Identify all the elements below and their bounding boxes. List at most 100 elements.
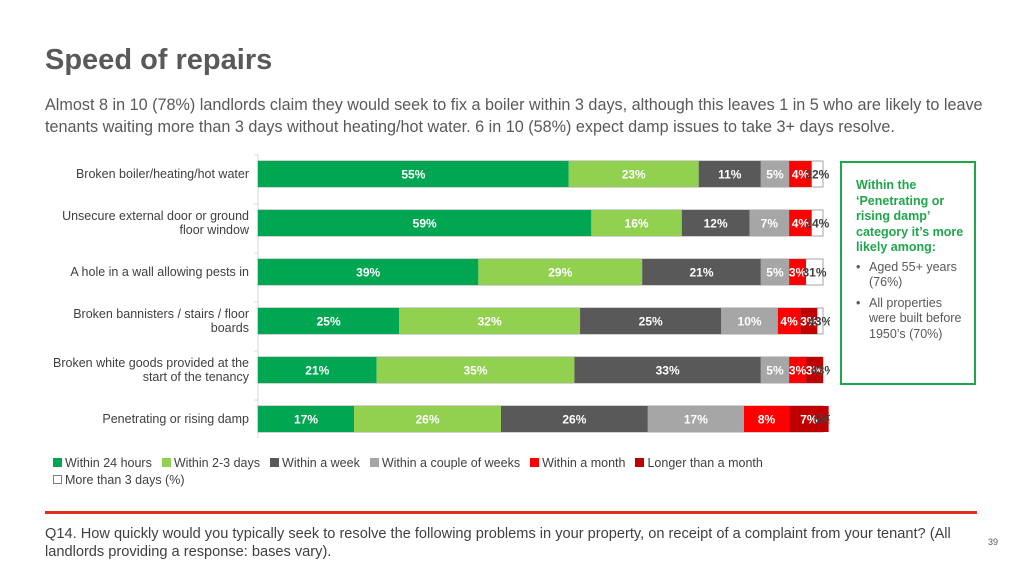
page-number: 39: [988, 537, 999, 547]
data-label: 59%: [413, 217, 437, 231]
bar-segment: [721, 308, 778, 334]
bar-segment: [258, 308, 400, 334]
data-label: 23%: [622, 168, 646, 182]
data-label: 35%: [464, 364, 488, 378]
summary-data-label: 43%: [811, 364, 830, 378]
bar-segment: [789, 259, 807, 285]
bar-segment: [749, 210, 790, 236]
bullet-icon: •: [856, 295, 861, 310]
summary-data-label: 31%: [803, 266, 827, 280]
bar-segment: [647, 406, 744, 432]
legend-swatch: [530, 458, 540, 467]
bar-segment: [354, 406, 501, 432]
bar-segment: [760, 161, 790, 187]
bar-segment: [760, 357, 790, 383]
data-label: 25%: [639, 315, 663, 329]
data-label: 4%: [792, 217, 810, 231]
legend-item: Within a week: [270, 455, 360, 472]
legend-label: More than 3 days (%): [65, 473, 185, 487]
stacked-bar-chart: Broken boiler/heating/hot water 55% 23% 11%…: [53, 154, 830, 438]
bar-segment: [789, 406, 829, 432]
bar-segment: [258, 406, 355, 432]
bar-segment: [258, 161, 569, 187]
legend-item: Within 2-3 days: [161, 455, 261, 472]
data-label: 21%: [305, 364, 329, 378]
legend-item: Longer than a month: [635, 455, 763, 472]
legend-swatch: [53, 475, 62, 484]
legend-swatch: [270, 458, 280, 467]
data-label: 12%: [704, 217, 728, 231]
bar-segment: [760, 259, 790, 285]
data-label: 4%: [780, 315, 798, 329]
data-label: 32%: [478, 315, 502, 329]
bar-segment: [698, 161, 761, 187]
data-label: 3%: [789, 266, 807, 280]
data-label: 5%: [766, 364, 784, 378]
data-label: 3%: [800, 315, 818, 329]
bar-segment: [580, 308, 722, 334]
data-label: 17%: [684, 413, 708, 427]
summary-data-label: 43%: [808, 315, 830, 329]
data-label: 25%: [317, 315, 341, 329]
footer-divider: [45, 511, 977, 514]
summary-data-label: 58%: [814, 413, 830, 427]
page-title: Speed of repairs: [45, 44, 273, 76]
bar-segment: [789, 357, 807, 383]
data-label: 8%: [758, 413, 776, 427]
callout-bullet-text: All properties were built before 1950’s …: [869, 295, 962, 341]
bar-segment: [478, 259, 643, 285]
category-label: Unsecure external door or ground floor wi…: [62, 209, 250, 237]
page-subtitle: Almost 8 in 10 (78%) landlords claim the…: [45, 96, 983, 136]
bar-segment: [591, 210, 682, 236]
legend-label: Within a week: [282, 456, 360, 470]
data-label: 11%: [718, 168, 742, 182]
data-label: 5%: [766, 266, 784, 280]
data-label: 17%: [294, 413, 318, 427]
category-label: A hole in a wall allowing pests in: [70, 265, 249, 279]
legend-item: Within a couple of weeks: [369, 455, 521, 472]
callout-bullet-text: Aged 55+ years (76%): [869, 259, 957, 290]
bar-segment: [258, 210, 592, 236]
bar-segment: [806, 357, 823, 383]
category-label: Broken boiler/heating/hot water: [76, 167, 249, 181]
data-label: 4%: [792, 168, 810, 182]
category-label: Penetrating or rising damp: [102, 412, 249, 426]
chart-legend: Within 24 hours Within 2-3 days Within a w…: [53, 455, 843, 489]
data-label: 33%: [656, 364, 680, 378]
bar-segment: [743, 406, 790, 432]
category-label: Broken bannisters / stairs / floor boards: [73, 307, 249, 335]
data-label: 7%: [761, 217, 779, 231]
legend-label: Within a month: [542, 456, 626, 470]
callout-list: • Aged 55+ years (76%) • All properties we…: [856, 260, 964, 343]
callout-heading: Within the ‘Penetrating or rising damp’ …: [856, 178, 964, 254]
bar-segment: [500, 406, 648, 432]
bar-segment: [258, 259, 479, 285]
legend-label: Within a couple of weeks: [381, 456, 521, 470]
legend-swatch: [161, 458, 171, 467]
legend-swatch: [369, 458, 379, 467]
data-label: 5%: [766, 168, 784, 182]
legend-swatch: [53, 458, 62, 467]
bar-segment: [399, 308, 581, 334]
legend-swatch: [635, 458, 645, 467]
question-footnote: Q14. How quickly would you typically see…: [45, 526, 951, 560]
legend-item: More than 3 days (%): [53, 472, 185, 489]
bullet-icon: •: [856, 259, 861, 274]
insight-callout: Within the ‘Penetrating or rising damp’ …: [840, 161, 976, 385]
legend-item: Within a month: [530, 455, 625, 472]
data-label: 3%: [806, 364, 824, 378]
summary-data-label: 22%: [805, 168, 829, 182]
bar-segment: [568, 161, 699, 187]
legend-item: Within 24 hours: [53, 455, 152, 472]
category-label: Broken white goods provided at the start …: [53, 356, 250, 384]
callout-bullet: • All properties were built before 1950’s…: [856, 296, 964, 343]
bar-segment: [376, 357, 575, 383]
legend-label: Within 2-3 days: [173, 456, 261, 470]
legend-label: Longer than a month: [647, 456, 763, 470]
callout-bullet: • Aged 55+ years (76%): [856, 260, 964, 291]
data-label: 21%: [690, 266, 714, 280]
summary-data-label: 24%: [805, 217, 829, 231]
bar-segment: [789, 210, 812, 236]
bar-segment: [258, 357, 377, 383]
data-label: 3%: [789, 364, 807, 378]
